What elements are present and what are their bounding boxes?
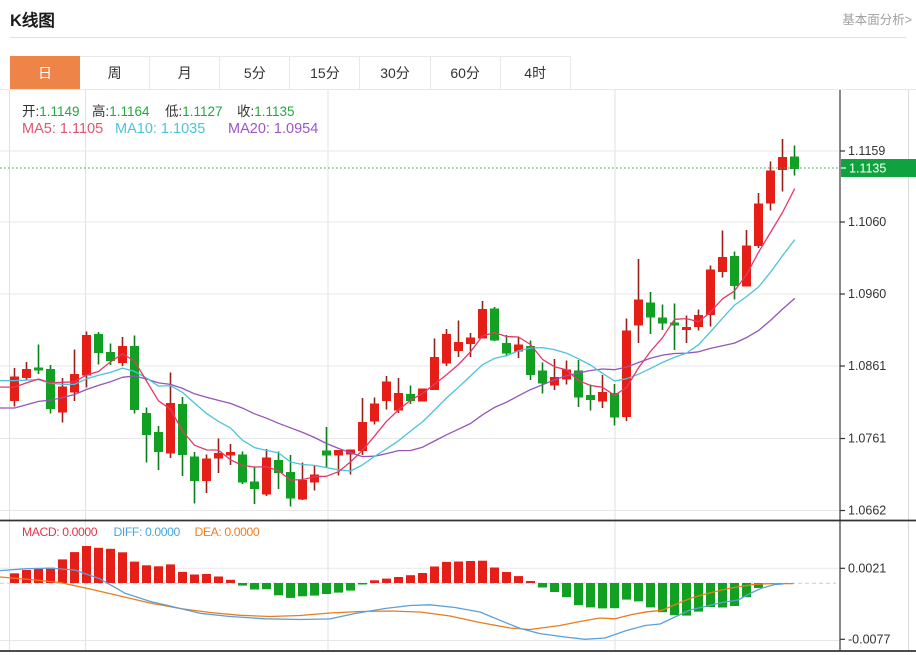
svg-text:1.0662: 1.0662	[848, 504, 886, 518]
svg-text:1.1060: 1.1060	[848, 215, 886, 229]
svg-text:0.0021: 0.0021	[848, 562, 886, 576]
svg-text:1.0861: 1.0861	[848, 359, 886, 373]
svg-text:1.1135: 1.1135	[849, 162, 886, 176]
svg-text:1.0761: 1.0761	[848, 432, 886, 446]
svg-text:1.0960: 1.0960	[848, 287, 886, 301]
svg-text:1.1159: 1.1159	[848, 144, 885, 158]
svg-text:-0.0077: -0.0077	[848, 633, 890, 647]
